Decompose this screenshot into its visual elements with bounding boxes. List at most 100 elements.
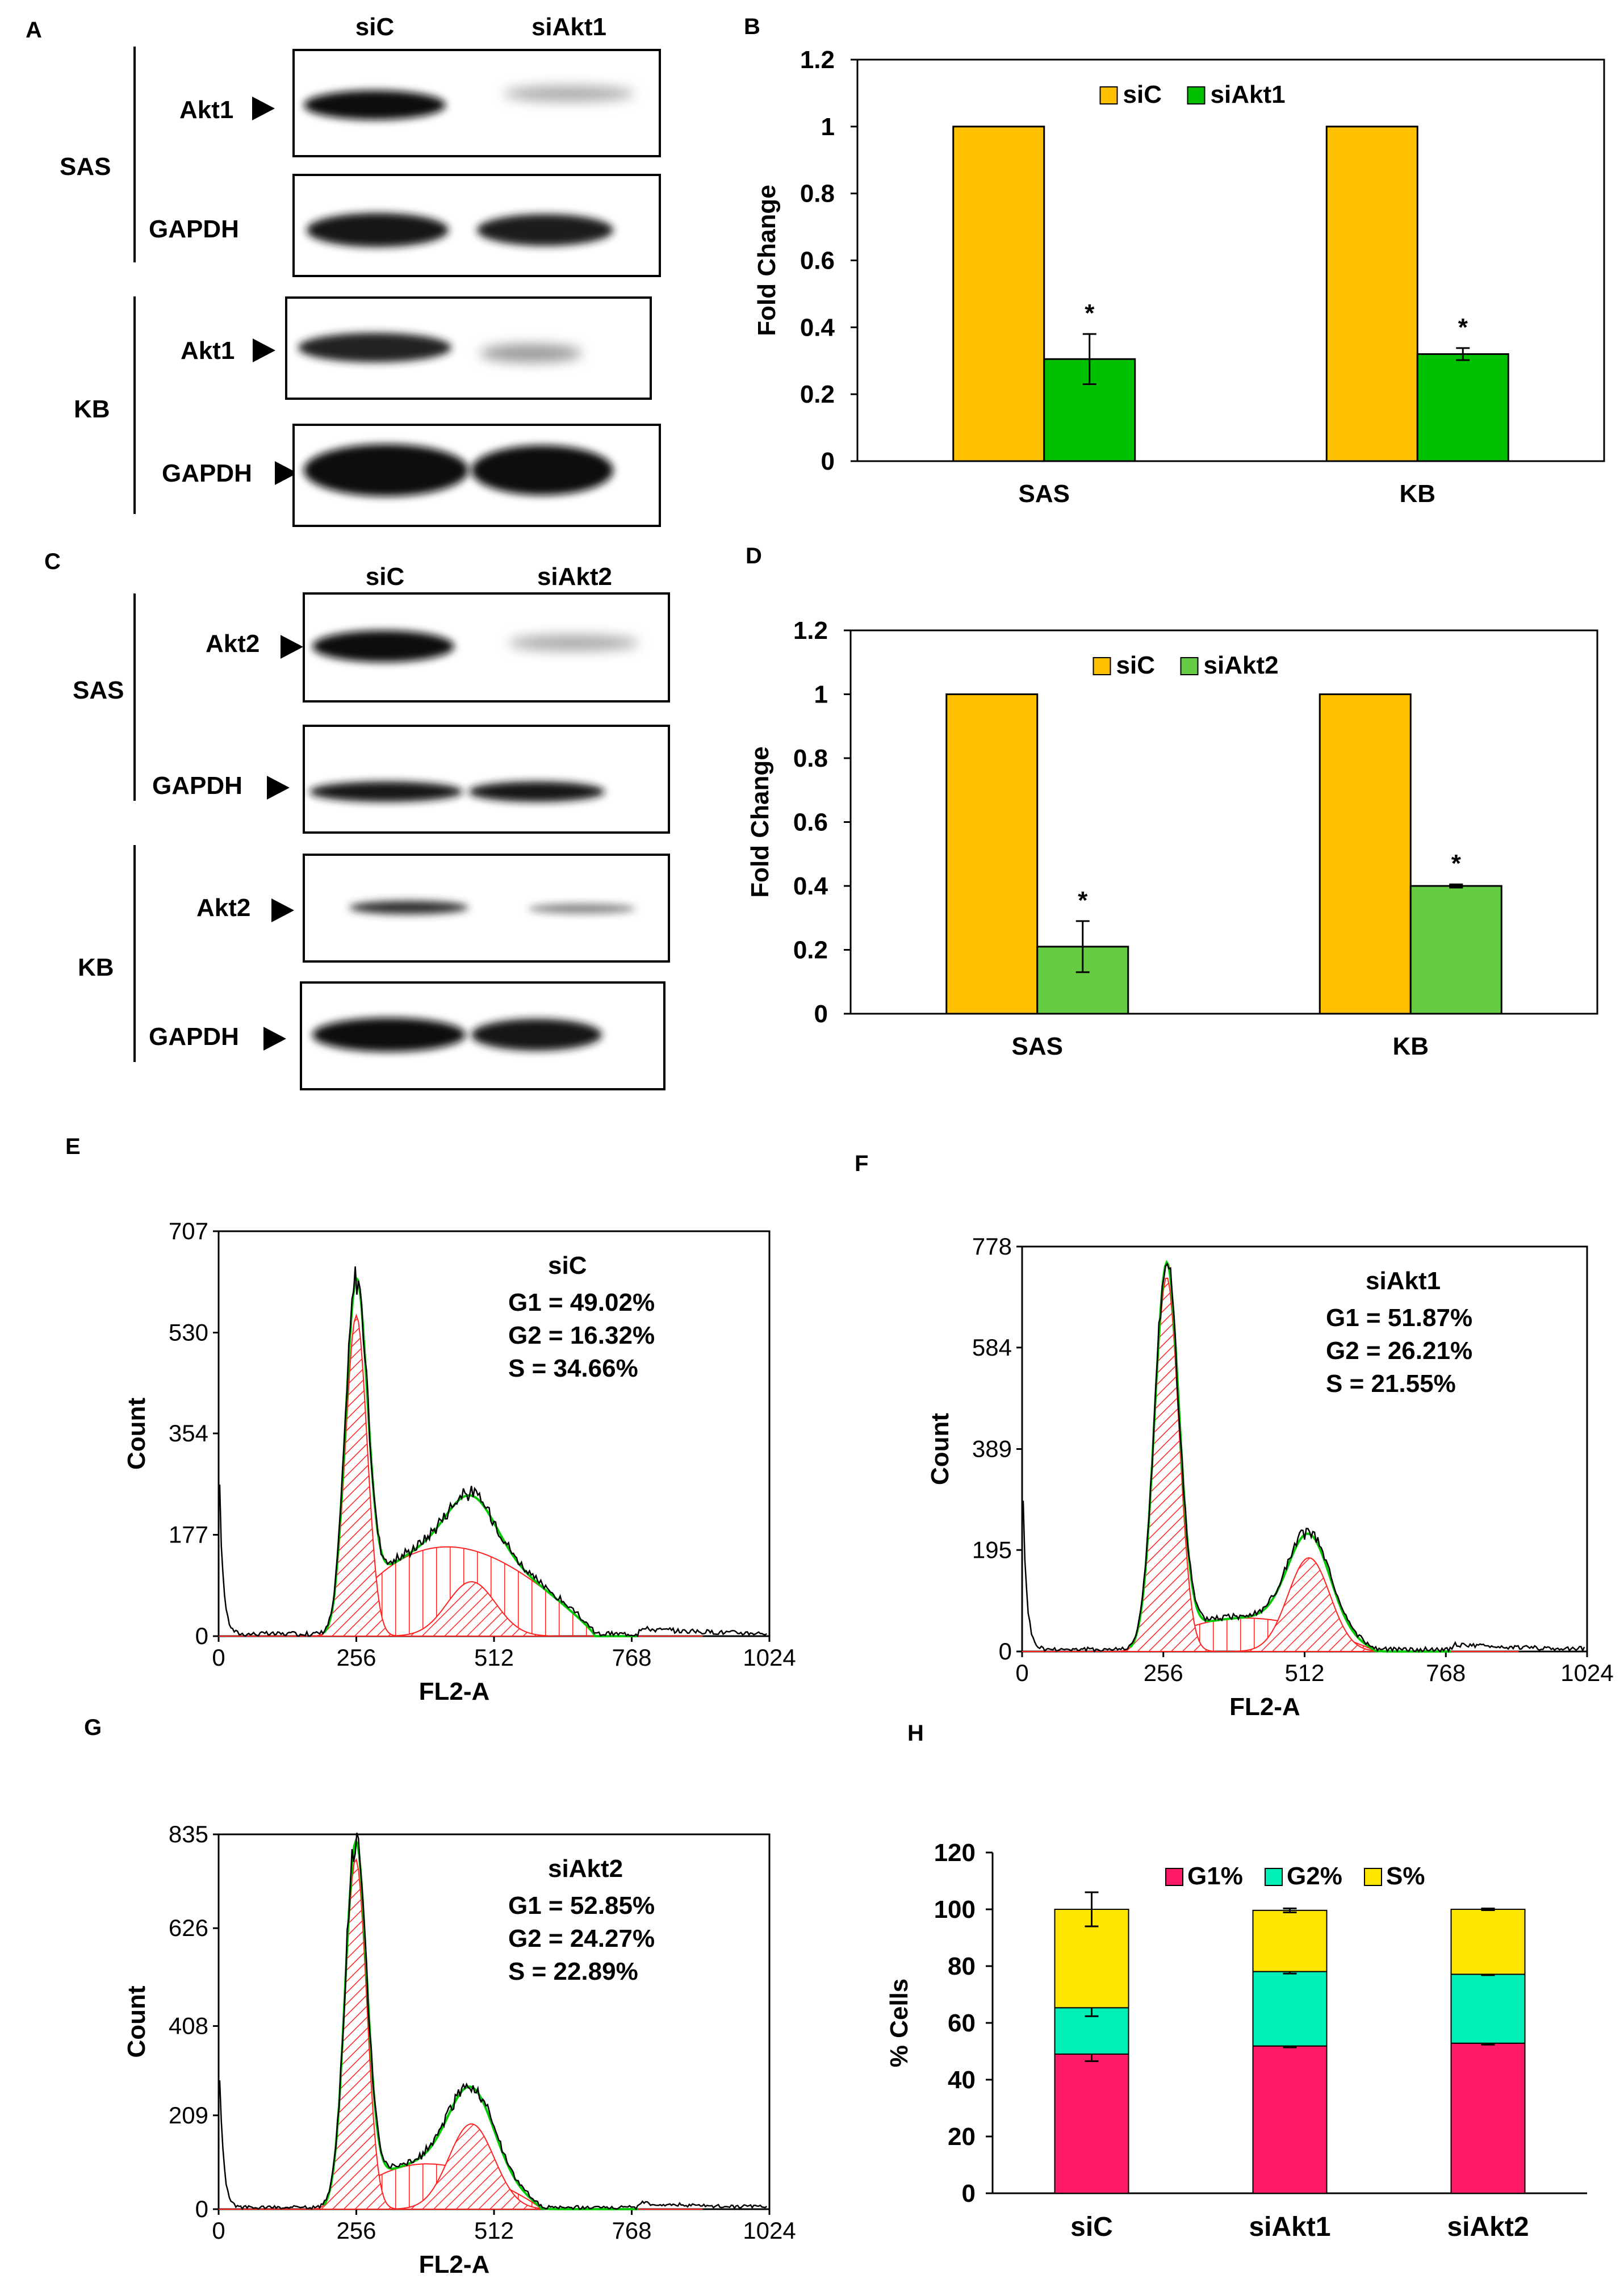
stacked-bar-chart-h: 0 20 40 60 80 100 120 % Cells siC siAkt1 siAkt2 G1%… <box>885 1839 1587 2242</box>
y-tick-label: 0 <box>195 1623 208 1649</box>
stack-g1 <box>1252 2045 1328 2194</box>
y-tick-label: 354 <box>169 1420 208 1446</box>
x-tick-label: 768 <box>612 1644 651 1671</box>
y-tick-label: 389 <box>972 1436 1012 1462</box>
arrowhead-icon <box>263 1027 286 1051</box>
stack-g2 <box>1450 1973 1526 2044</box>
y-tick-label: 60 <box>948 2009 976 2037</box>
y-tick-label: 120 <box>934 1839 976 1867</box>
protein-band <box>471 1019 602 1051</box>
y-tick-label: 195 <box>972 1536 1012 1563</box>
x-tick-label: 256 <box>336 2217 376 2244</box>
panel-a: A siC siAkt1 SAS KB Akt1 GAPDH Akt1 GAPD… <box>26 13 661 527</box>
y-tick-label: 1 <box>821 113 835 141</box>
x-tick-label: 256 <box>336 1644 376 1671</box>
significance-marker: * <box>1085 299 1095 327</box>
y-tick-label: 0.4 <box>800 313 835 341</box>
phase-stat: S = 21.55% <box>1326 1370 1456 1398</box>
row-label-gapdh: GAPDH <box>162 459 252 487</box>
bar-sic <box>945 693 1039 1015</box>
group-label-kb: KB <box>74 395 110 423</box>
sample-title: siAkt2 <box>548 1855 623 1883</box>
legend-label: S% <box>1386 1862 1425 1890</box>
y-tick-label: 0 <box>821 448 835 475</box>
histogram-e: 0 177 354 530 707 0 256 512 768 1024 FL2-A Count siC… <box>123 1218 796 1705</box>
y-tick-label: 1.2 <box>793 617 828 645</box>
protein-band <box>471 445 613 495</box>
row-label-akt2: Akt2 <box>196 894 250 922</box>
row-label-gapdh: GAPDH <box>149 1023 239 1051</box>
panel-letter-a: A <box>26 18 42 43</box>
y-tick-label: 20 <box>948 2123 976 2151</box>
g1-peak-fill <box>1022 1277 1519 1652</box>
x-tick-label: 768 <box>612 2217 651 2244</box>
legend-label: siC <box>1123 81 1162 108</box>
legend-swatch <box>1099 86 1118 104</box>
arrowhead-icon <box>271 898 294 922</box>
protein-band <box>528 904 636 914</box>
x-category-label: KB <box>1399 480 1435 508</box>
bar-siakt2 <box>1409 885 1502 1015</box>
y-tick-label: 0.6 <box>800 247 835 275</box>
stack-g2 <box>1252 1971 1328 2047</box>
x-category-label: SAS <box>1019 480 1070 508</box>
x-tick-label: 1024 <box>743 2217 796 2244</box>
y-tick-label: 0.8 <box>793 745 828 772</box>
raw-histogram <box>1022 1262 1585 1653</box>
plot-frame <box>217 1833 771 2210</box>
y-tick-label: 0 <box>999 1638 1012 1665</box>
significance-marker: * <box>1458 313 1468 341</box>
y-tick-label: 40 <box>948 2066 976 2094</box>
y-tick-label: 626 <box>169 1914 208 1941</box>
y-axis-title: Count <box>123 1985 150 2058</box>
x-tick-label: 256 <box>1144 1659 1183 1686</box>
arrowhead-icon <box>252 97 275 120</box>
x-tick-label: 512 <box>474 1644 514 1671</box>
x-category-label: KB <box>1392 1032 1429 1060</box>
legend-swatch <box>1265 1868 1283 1886</box>
protein-band <box>304 444 468 496</box>
row-label-akt2: Akt2 <box>206 630 259 658</box>
y-axis-title: Count <box>123 1398 150 1470</box>
arrowhead-icon <box>281 635 303 659</box>
col-label-siakt2: siAkt2 <box>537 563 612 591</box>
x-category-label: siAkt1 <box>1249 2212 1330 2242</box>
sample-title: siAkt1 <box>1366 1267 1441 1295</box>
panel-letter-h: H <box>907 1721 924 1746</box>
phase-stat: G2 = 24.27% <box>508 1925 655 1952</box>
g2-peak-fill <box>219 2123 703 2210</box>
raw-histogram <box>219 1832 768 2211</box>
panel-c: C siC siAkt2 SAS KB Akt2 GAPDH Akt2 GAPD… <box>44 549 670 1090</box>
raw-histogram <box>219 1266 767 1638</box>
arrowhead-icon <box>253 338 275 362</box>
stack-s <box>1252 1909 1328 1972</box>
protein-band <box>312 630 454 662</box>
col-label-siakt1: siAkt1 <box>531 13 606 41</box>
x-tick-label: 1024 <box>743 1644 796 1671</box>
y-tick-label: 0.4 <box>793 872 828 900</box>
histogram-g: 0 209 408 626 835 0 256 512 768 1024 FL2-A Count siA… <box>123 1821 796 2278</box>
arrowhead-icon <box>275 461 298 485</box>
panel-letter-d: D <box>746 543 762 568</box>
legend-label: G1% <box>1187 1862 1243 1890</box>
x-tick-label: 512 <box>1284 1659 1324 1686</box>
sample-title: siC <box>548 1252 587 1280</box>
y-tick-label: 835 <box>169 1821 208 1847</box>
group-label-sas: SAS <box>73 676 124 704</box>
blot-membrane <box>303 725 670 834</box>
phase-stat: G1 = 51.87% <box>1326 1304 1472 1332</box>
legend-swatch <box>1364 1868 1382 1886</box>
legend-swatch <box>1187 86 1206 104</box>
row-label-akt1: Akt1 <box>181 337 235 365</box>
arrowhead-icon <box>267 776 290 800</box>
protein-band <box>477 214 613 246</box>
y-tick-label: 0.2 <box>800 380 835 408</box>
protein-band <box>309 781 463 802</box>
panel-letter-f: F <box>855 1151 868 1176</box>
panel-letter-c: C <box>44 549 61 574</box>
y-tick-label: 1 <box>814 681 828 709</box>
y-tick-label: 80 <box>948 1952 976 1980</box>
row-label-akt1: Akt1 <box>179 96 233 124</box>
y-tick-label: 1.2 <box>800 46 835 74</box>
x-axis-title: FL2-A <box>1229 1693 1300 1721</box>
